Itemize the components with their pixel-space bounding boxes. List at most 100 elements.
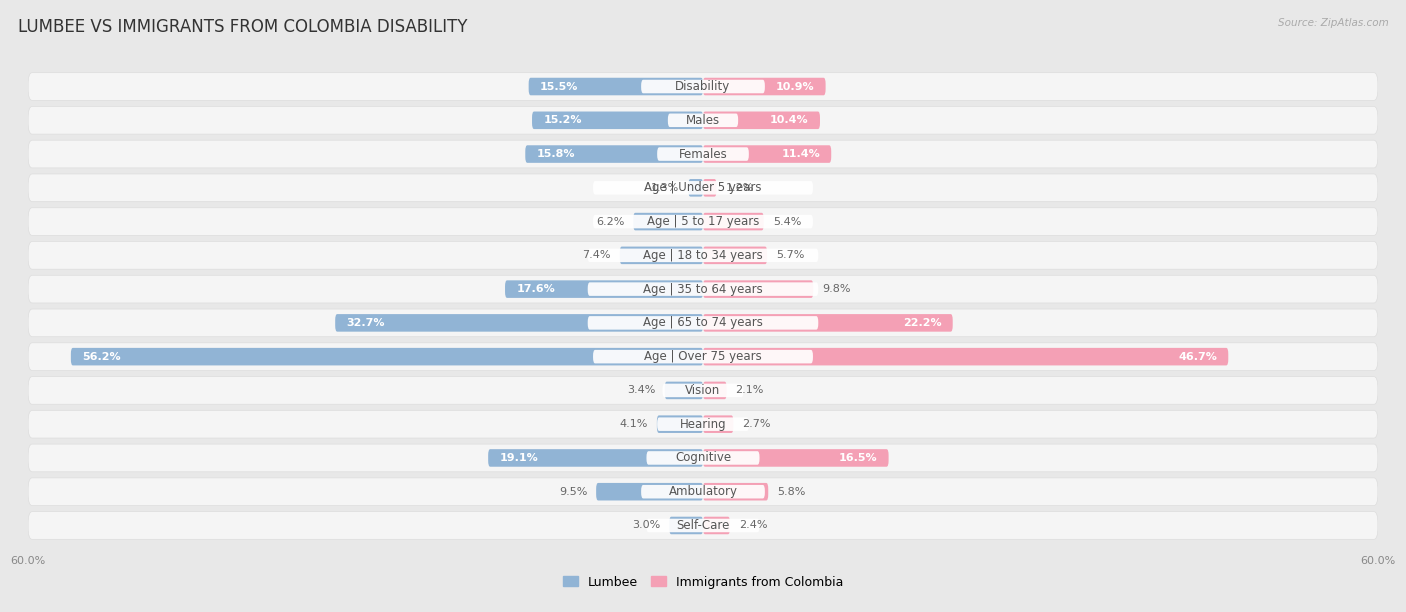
FancyBboxPatch shape [596,483,703,501]
FancyBboxPatch shape [531,111,703,129]
Text: 15.2%: 15.2% [543,115,582,125]
FancyBboxPatch shape [703,179,717,196]
FancyBboxPatch shape [28,174,1378,202]
Text: Males: Males [686,114,720,127]
FancyBboxPatch shape [703,78,825,95]
FancyBboxPatch shape [28,140,1378,168]
Text: Age | Under 5 years: Age | Under 5 years [644,181,762,195]
FancyBboxPatch shape [703,348,1229,365]
FancyBboxPatch shape [689,179,703,196]
Text: 2.1%: 2.1% [735,386,763,395]
Text: 16.5%: 16.5% [839,453,877,463]
Text: Vision: Vision [685,384,721,397]
Text: 1.3%: 1.3% [651,183,679,193]
FancyBboxPatch shape [703,280,813,298]
FancyBboxPatch shape [703,517,730,534]
FancyBboxPatch shape [335,314,703,332]
Legend: Lumbee, Immigrants from Colombia: Lumbee, Immigrants from Colombia [558,570,848,594]
FancyBboxPatch shape [526,145,703,163]
Text: 5.4%: 5.4% [773,217,801,226]
FancyBboxPatch shape [593,181,813,195]
FancyBboxPatch shape [529,78,703,95]
Text: Disability: Disability [675,80,731,93]
Text: Hearing: Hearing [679,417,727,431]
FancyBboxPatch shape [641,80,765,93]
Text: Age | 35 to 64 years: Age | 35 to 64 years [643,283,763,296]
FancyBboxPatch shape [703,416,734,433]
Text: 2.4%: 2.4% [740,520,768,531]
Text: 9.8%: 9.8% [823,284,851,294]
Text: Source: ZipAtlas.com: Source: ZipAtlas.com [1278,18,1389,28]
Text: Age | 18 to 34 years: Age | 18 to 34 years [643,249,763,262]
FancyBboxPatch shape [647,519,759,532]
FancyBboxPatch shape [668,114,738,127]
Text: 4.1%: 4.1% [620,419,648,429]
FancyBboxPatch shape [70,348,703,365]
Text: 3.0%: 3.0% [633,520,661,531]
Text: Age | 65 to 74 years: Age | 65 to 74 years [643,316,763,329]
Text: 17.6%: 17.6% [516,284,555,294]
FancyBboxPatch shape [657,416,703,433]
Text: 7.4%: 7.4% [582,250,610,260]
Text: 15.5%: 15.5% [540,81,578,92]
FancyBboxPatch shape [28,410,1378,438]
FancyBboxPatch shape [488,449,703,467]
FancyBboxPatch shape [28,512,1378,539]
FancyBboxPatch shape [28,343,1378,370]
Text: LUMBEE VS IMMIGRANTS FROM COLOMBIA DISABILITY: LUMBEE VS IMMIGRANTS FROM COLOMBIA DISAB… [18,18,468,36]
Text: 3.4%: 3.4% [627,386,655,395]
FancyBboxPatch shape [593,215,813,228]
FancyBboxPatch shape [633,213,703,230]
FancyBboxPatch shape [505,280,703,298]
FancyBboxPatch shape [28,376,1378,405]
Text: Ambulatory: Ambulatory [668,485,738,498]
Text: 10.4%: 10.4% [770,115,808,125]
Text: 22.2%: 22.2% [903,318,942,328]
Text: 5.8%: 5.8% [778,487,806,497]
Text: Age | 5 to 17 years: Age | 5 to 17 years [647,215,759,228]
FancyBboxPatch shape [28,207,1378,236]
FancyBboxPatch shape [28,444,1378,472]
FancyBboxPatch shape [665,382,703,399]
Text: 10.9%: 10.9% [776,81,814,92]
FancyBboxPatch shape [703,247,768,264]
FancyBboxPatch shape [28,73,1378,100]
FancyBboxPatch shape [588,316,818,330]
FancyBboxPatch shape [28,275,1378,303]
Text: Self-Care: Self-Care [676,519,730,532]
FancyBboxPatch shape [703,483,768,501]
Text: 2.7%: 2.7% [742,419,770,429]
FancyBboxPatch shape [669,517,703,534]
Text: Cognitive: Cognitive [675,452,731,465]
FancyBboxPatch shape [703,111,820,129]
FancyBboxPatch shape [588,248,818,262]
FancyBboxPatch shape [28,106,1378,134]
FancyBboxPatch shape [28,242,1378,269]
Text: 11.4%: 11.4% [782,149,820,159]
FancyBboxPatch shape [593,350,813,364]
Text: 1.2%: 1.2% [725,183,754,193]
FancyBboxPatch shape [703,213,763,230]
Text: 19.1%: 19.1% [499,453,538,463]
Text: 46.7%: 46.7% [1178,352,1218,362]
FancyBboxPatch shape [657,147,749,161]
FancyBboxPatch shape [703,449,889,467]
FancyBboxPatch shape [657,417,749,431]
FancyBboxPatch shape [703,314,953,332]
Text: 9.5%: 9.5% [558,487,588,497]
FancyBboxPatch shape [703,145,831,163]
FancyBboxPatch shape [588,282,818,296]
Text: Age | Over 75 years: Age | Over 75 years [644,350,762,363]
Text: 56.2%: 56.2% [82,352,121,362]
Text: 6.2%: 6.2% [596,217,624,226]
FancyBboxPatch shape [620,247,703,264]
FancyBboxPatch shape [641,485,765,498]
Text: 15.8%: 15.8% [537,149,575,159]
FancyBboxPatch shape [703,382,727,399]
Text: 5.7%: 5.7% [776,250,804,260]
FancyBboxPatch shape [28,478,1378,506]
FancyBboxPatch shape [662,384,744,397]
Text: Females: Females [679,147,727,160]
Text: 32.7%: 32.7% [346,318,385,328]
FancyBboxPatch shape [647,451,759,465]
